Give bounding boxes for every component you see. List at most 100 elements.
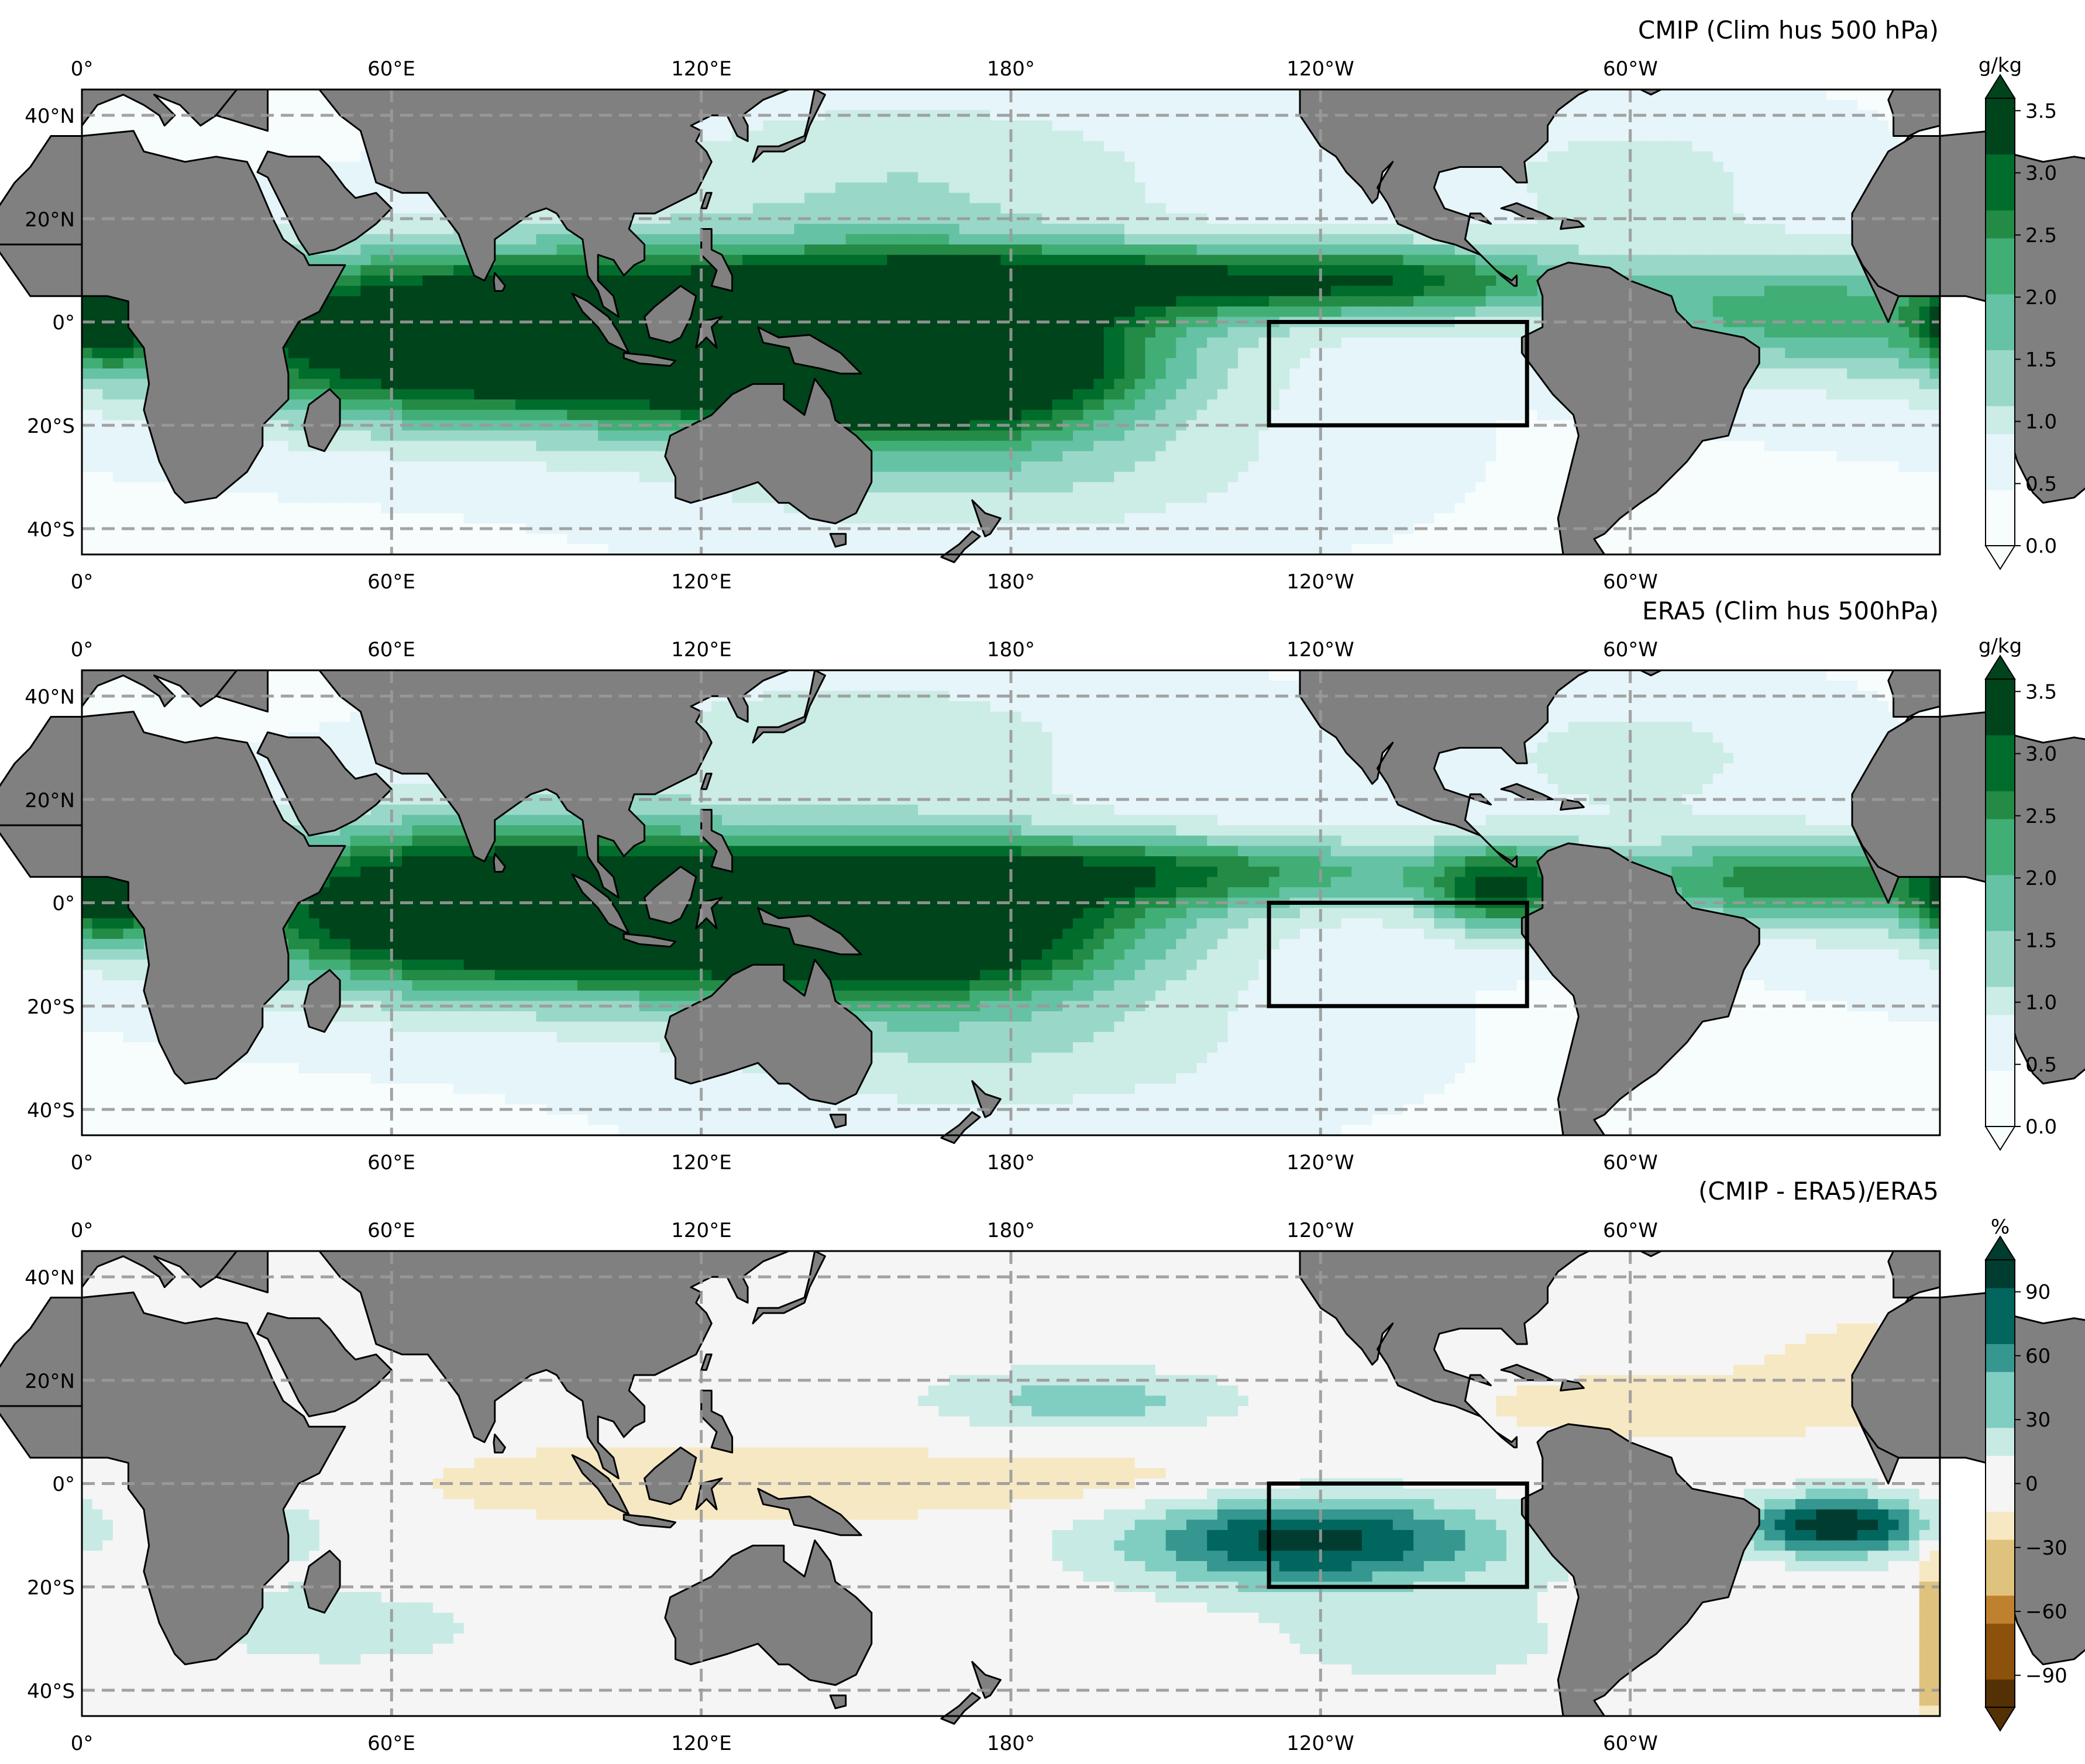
field-cell	[711, 172, 722, 183]
field-cell	[112, 347, 124, 359]
field-cell	[1888, 358, 1900, 369]
field-cell	[1217, 254, 1229, 266]
field-cell	[1041, 337, 1053, 349]
field-cell	[453, 368, 465, 380]
field-cell	[1651, 172, 1662, 183]
field-cell	[360, 234, 371, 245]
field-cell	[1506, 337, 1518, 349]
field-cell	[1774, 223, 1786, 235]
field-cell	[845, 192, 857, 204]
field-cell	[154, 130, 165, 142]
field-cell	[1444, 347, 1456, 359]
field-cell	[1692, 141, 1703, 152]
field-cell	[546, 265, 558, 276]
field-cell	[422, 347, 433, 359]
field-cell	[1599, 172, 1611, 183]
field-cell	[474, 337, 485, 349]
field-cell	[1196, 203, 1207, 214]
panel-title: CMIP (Clim hus 500 hPa)	[1638, 16, 1939, 44]
field-cell	[1041, 265, 1053, 276]
field-cell	[1630, 223, 1642, 235]
field-cell	[1011, 358, 1022, 369]
field-cell	[1733, 244, 1745, 256]
field-cell	[783, 182, 795, 194]
field-cell	[1589, 254, 1600, 266]
field-cell	[1145, 130, 1156, 142]
field-cell	[1826, 254, 1838, 266]
field-cell	[1093, 306, 1105, 318]
field-cell	[1702, 141, 1714, 152]
field-cell	[980, 151, 991, 163]
field-cell	[1527, 182, 1538, 194]
field-cell	[309, 141, 320, 152]
field-cell	[350, 347, 362, 359]
field-cell	[938, 244, 949, 256]
field-cell	[1630, 254, 1642, 266]
field-cell	[1041, 141, 1053, 152]
field-cell	[938, 254, 949, 266]
field-cell	[1392, 358, 1404, 369]
field-cell	[1341, 265, 1352, 276]
field-cell	[629, 306, 640, 318]
field-cell	[1723, 110, 1734, 121]
field-cell	[1816, 244, 1827, 256]
field-cell	[1227, 337, 1238, 349]
field-cell	[1031, 182, 1042, 194]
field-cell	[1774, 296, 1786, 307]
field-cell	[1743, 275, 1755, 287]
field-cell	[1238, 141, 1249, 152]
field-cell	[639, 337, 651, 349]
field-cell	[1320, 296, 1331, 307]
field-cell	[783, 244, 795, 256]
field-cell	[453, 358, 465, 369]
field-cell	[825, 203, 836, 214]
field-cell	[1217, 244, 1229, 256]
field-cell	[1279, 306, 1291, 318]
field-cell	[505, 254, 516, 266]
field-cell	[1186, 234, 1198, 245]
field-cell	[1723, 223, 1734, 235]
field-cell	[1072, 203, 1084, 214]
field-cell	[1826, 89, 1838, 101]
field-cell	[1176, 234, 1187, 245]
field-cell	[1826, 327, 1838, 338]
field-cell	[773, 203, 785, 214]
field-cell	[1712, 234, 1724, 245]
field-cell	[1331, 337, 1342, 349]
field-cell	[1692, 203, 1703, 214]
field-cell	[1795, 120, 1807, 132]
field-cell	[1372, 234, 1383, 245]
field-cell	[938, 120, 949, 132]
field-cell	[1341, 244, 1352, 256]
field-cell	[1774, 358, 1786, 369]
field-cell	[1754, 151, 1765, 163]
field-cell	[1764, 358, 1776, 369]
field-cell	[1238, 347, 1249, 359]
field-cell	[1155, 265, 1167, 276]
field-cell	[711, 151, 722, 163]
field-cell	[1124, 358, 1136, 369]
field-cell	[845, 172, 857, 183]
field-cell	[835, 130, 847, 142]
field-cell	[1558, 244, 1569, 256]
field-cell	[1785, 89, 1796, 101]
field-cell	[1320, 161, 1331, 173]
field-cell	[660, 254, 671, 266]
field-cell	[1227, 182, 1238, 194]
field-cell	[804, 192, 816, 204]
field-cell	[1754, 296, 1765, 307]
field-cell	[494, 368, 506, 380]
field-cell	[866, 130, 878, 142]
field-cell	[1630, 234, 1642, 245]
field-cell	[804, 244, 816, 256]
field-cell	[1031, 337, 1042, 349]
field-cell	[876, 265, 887, 276]
field-cell	[1031, 265, 1042, 276]
field-cell	[887, 172, 898, 183]
field-cell	[897, 265, 909, 276]
field-cell	[1496, 347, 1507, 359]
field-cell	[1671, 130, 1683, 142]
field-cell	[1795, 203, 1807, 214]
field-cell	[1351, 296, 1363, 307]
field-cell	[1836, 254, 1847, 266]
